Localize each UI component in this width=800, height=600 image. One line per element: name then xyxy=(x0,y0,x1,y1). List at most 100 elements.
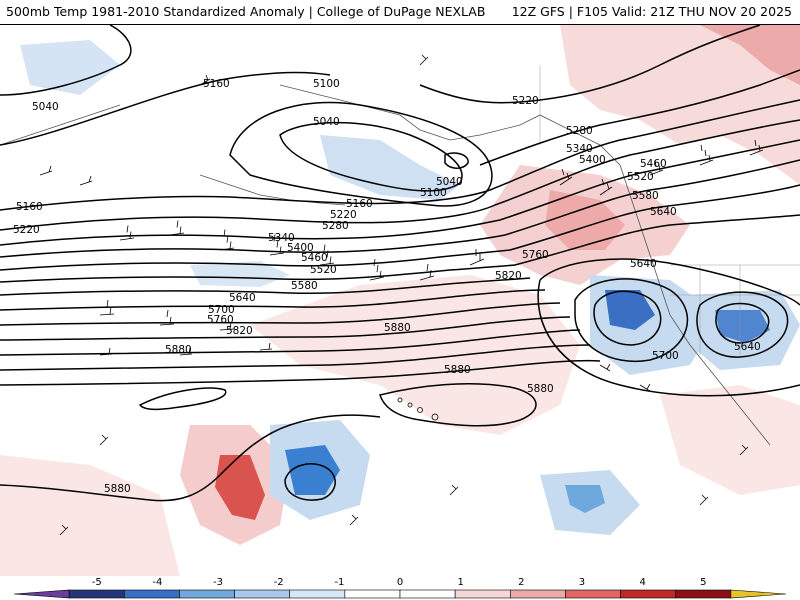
colorbar: -5 -4 -3 -2 -1 0 1 2 3 4 5 xyxy=(0,576,800,600)
colorbar-tick-labels: -5 -4 -3 -2 -1 0 1 2 3 4 5 xyxy=(92,577,707,588)
colorbar-tick-label: 2 xyxy=(518,577,524,588)
contour-5580 xyxy=(0,289,546,311)
label-5100-low: 5100 xyxy=(420,187,447,199)
wind-barb xyxy=(599,178,613,196)
contour-5340-ne xyxy=(489,99,800,191)
label-5400-ne: 5400 xyxy=(579,154,606,166)
contour-5220-w xyxy=(0,204,496,231)
cold-anomaly-bering xyxy=(190,261,290,287)
wind-barb xyxy=(699,494,709,506)
wind-barb xyxy=(419,263,435,281)
label-5280-c: 5280 xyxy=(322,220,349,232)
wind-barb xyxy=(349,514,359,526)
contour-5880-ridge-south xyxy=(0,414,381,502)
cold-anomaly-hawaii-core xyxy=(285,445,340,495)
label-5220-ne: 5220 xyxy=(512,95,539,107)
wind-barb xyxy=(699,144,714,166)
label-5820-e: 5820 xyxy=(495,270,522,282)
colorbar-swatch xyxy=(289,589,346,599)
contour-5580-ne xyxy=(509,184,800,251)
colorbar-swatch xyxy=(123,589,180,599)
contour-5400-ne xyxy=(494,119,800,206)
colorbar-tick-label: 0 xyxy=(397,577,403,588)
label-5460-ne: 5460 xyxy=(640,158,667,170)
contour-5700 xyxy=(0,316,571,341)
label-5880-c: 5880 xyxy=(384,322,411,334)
colorbar-tick-label: -5 xyxy=(92,577,102,588)
label-5160-w: 5160 xyxy=(16,201,43,213)
wind-barb xyxy=(319,244,335,266)
wind-barb xyxy=(169,220,185,236)
warm-anomaly-east xyxy=(660,385,800,495)
contour-5880 xyxy=(0,359,601,386)
colorbar-swatch xyxy=(13,589,70,599)
warm-anomaly-central xyxy=(250,275,580,435)
contour-5880-lobe xyxy=(138,387,227,411)
label-5040-low: 5040 xyxy=(313,116,340,128)
warm-anomaly-corner xyxy=(700,25,800,85)
label-5880-w: 5880 xyxy=(165,344,192,356)
siberia-coast xyxy=(0,104,121,146)
contour-5040-nw xyxy=(0,25,132,96)
label-5580-c: 5580 xyxy=(291,280,318,292)
coastlines xyxy=(0,65,800,446)
contour-5520 xyxy=(0,277,531,296)
label-5520-c: 5520 xyxy=(310,264,337,276)
contour-5220-ne xyxy=(419,25,761,104)
colorbar-tick-label: -2 xyxy=(274,577,284,588)
colorbar-tick-label: 5 xyxy=(700,577,706,588)
colorbar-tick-label: -3 xyxy=(213,577,223,588)
island-1 xyxy=(397,397,403,403)
label-5700-cutoff: 5700 xyxy=(652,350,679,362)
contour-low-outer xyxy=(229,101,493,207)
label-5340-c: 5340 xyxy=(268,232,295,244)
wind-barb xyxy=(649,159,664,176)
contour-cutoff-inner xyxy=(593,290,662,346)
label-5640-c: 5640 xyxy=(229,292,256,304)
wind-barb xyxy=(469,249,485,266)
label-5760-c: 5760 xyxy=(207,314,234,326)
contour-5520-ne xyxy=(504,159,800,236)
island-3 xyxy=(417,407,423,413)
colorbar-tick-label: -4 xyxy=(152,577,162,588)
contour-5820 xyxy=(0,344,591,371)
label-5880-s: 5880 xyxy=(444,364,471,376)
cold-anomaly-south-core xyxy=(565,485,605,513)
product-title: 500mb Temp 1981-2010 Standardized Anomal… xyxy=(6,4,486,19)
map-header: 500mb Temp 1981-2010 Standardized Anomal… xyxy=(0,0,800,25)
label-5580-ne: 5580 xyxy=(632,190,659,202)
wind-barb xyxy=(599,363,611,372)
label-5100-top: 5100 xyxy=(313,78,340,90)
label-5340-ne: 5340 xyxy=(566,143,593,155)
warm-anomaly-sw xyxy=(0,455,180,576)
hawaii-islands xyxy=(397,397,439,421)
label-5040-nw: 5040 xyxy=(32,101,59,113)
contour-low-inner xyxy=(279,121,463,192)
label-5220-c: 5220 xyxy=(330,209,357,221)
colorbar-swatch xyxy=(730,589,787,599)
wind-barb xyxy=(419,54,429,66)
island-4 xyxy=(431,413,439,421)
wind-barb xyxy=(119,225,135,241)
label-5220-w: 5220 xyxy=(13,224,40,236)
contour-cutoff-outer xyxy=(537,258,800,397)
wind-barb xyxy=(749,139,764,156)
contour-5640 xyxy=(0,302,561,326)
colorbar-swatch xyxy=(68,589,125,599)
wind-barb xyxy=(639,383,651,392)
colorbar-tick-label: 3 xyxy=(579,577,585,588)
anomaly-shading xyxy=(0,25,800,576)
wind-barb xyxy=(59,524,69,536)
wind-barb xyxy=(159,309,175,326)
colorbar-svg: -5 -4 -3 -2 -1 0 1 2 3 4 5 xyxy=(13,577,787,599)
label-5640-ne: 5640 xyxy=(650,206,677,218)
wind-barb xyxy=(39,165,53,176)
contour-5460 xyxy=(0,264,516,283)
contour-5160-n xyxy=(0,71,331,146)
colorbar-swatch xyxy=(344,589,401,599)
aleutian-chain xyxy=(199,174,346,206)
wind-barb xyxy=(99,347,113,356)
label-5640-cutoff: 5640 xyxy=(630,258,657,270)
colorbar-tick-label: -1 xyxy=(334,577,344,588)
wind-barb xyxy=(559,168,573,186)
